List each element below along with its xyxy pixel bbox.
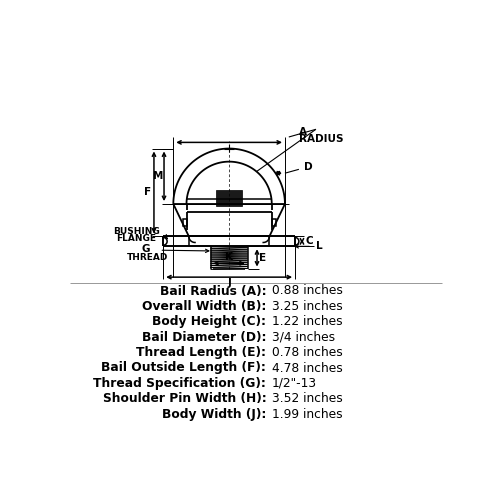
Text: 3.25 inches: 3.25 inches <box>272 300 342 313</box>
Text: E: E <box>259 253 266 263</box>
Text: Bail Outside Length (F):: Bail Outside Length (F): <box>102 362 266 374</box>
Text: 1/2"-13: 1/2"-13 <box>272 377 317 390</box>
Text: RADIUS: RADIUS <box>299 134 344 143</box>
Text: THREAD: THREAD <box>127 252 168 262</box>
Text: 4.78 inches: 4.78 inches <box>272 362 342 374</box>
Text: 0.88 inches: 0.88 inches <box>272 284 342 298</box>
Text: Shoulder Pin Width (H):: Shoulder Pin Width (H): <box>102 392 266 406</box>
Text: Body Width (J):: Body Width (J): <box>162 408 266 420</box>
Text: G: G <box>142 244 150 254</box>
Text: F: F <box>144 188 152 198</box>
Text: J: J <box>227 278 231 288</box>
Text: Thread Specification (G):: Thread Specification (G): <box>94 377 266 390</box>
Text: 0.78 inches: 0.78 inches <box>272 346 342 359</box>
Text: Thread Length (E):: Thread Length (E): <box>136 346 266 359</box>
Text: Bail Radius (A):: Bail Radius (A): <box>160 284 266 298</box>
Text: M: M <box>152 172 163 181</box>
Text: FLANGE: FLANGE <box>116 234 156 243</box>
Text: D: D <box>304 162 312 172</box>
Text: 3/4 inches: 3/4 inches <box>272 330 335 344</box>
Text: K: K <box>225 252 233 262</box>
Text: Bail Diameter (D):: Bail Diameter (D): <box>142 330 266 344</box>
Text: 1.99 inches: 1.99 inches <box>272 408 342 420</box>
Bar <box>216 190 242 206</box>
Text: A: A <box>299 126 307 136</box>
Text: 3.52 inches: 3.52 inches <box>272 392 342 406</box>
Text: L: L <box>316 242 323 252</box>
Text: BUSHING: BUSHING <box>113 227 160 236</box>
Text: Overall Width (B):: Overall Width (B): <box>142 300 266 313</box>
Bar <box>182 220 186 226</box>
Text: C: C <box>305 236 313 246</box>
Text: 1.22 inches: 1.22 inches <box>272 316 342 328</box>
Text: Body Height (C):: Body Height (C): <box>152 316 266 328</box>
Bar <box>272 220 276 226</box>
